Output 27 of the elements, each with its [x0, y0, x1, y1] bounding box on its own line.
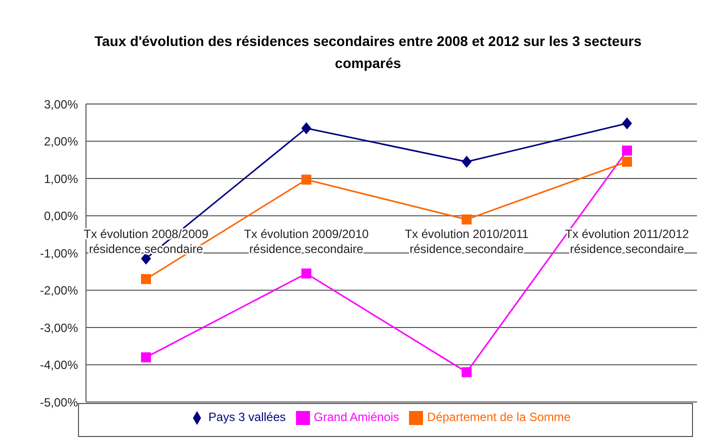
y-tick-label: 3,00%: [44, 97, 78, 112]
chart-title: Taux d'évolution des résidences secondaires entre 2008 et 2012 sur les 3 secteurs comparés: [93, 32, 642, 73]
legend-label: Pays 3 vallées: [208, 410, 286, 424]
y-tick-label: -4,00%: [40, 358, 78, 372]
x-tick-label: Tx évolution 2010/2011 résidence secondaire: [404, 226, 529, 256]
point: [462, 156, 472, 168]
legend-label: Grand Amiénois: [314, 410, 400, 424]
y-tick-label: 1,00%: [44, 172, 78, 186]
y-tick-label: -5,00%: [40, 395, 78, 410]
point: [301, 122, 312, 134]
y-tick-label: -1,00%: [40, 246, 78, 260]
x-tick-label: Tx évolution 2009/2010 résidence secondaire: [244, 226, 370, 256]
point: [301, 174, 312, 185]
y-tick-label: 0,00%: [44, 209, 78, 224]
point: [301, 268, 312, 278]
point: [462, 367, 472, 378]
y-tick-label: -2,00%: [40, 284, 78, 298]
point: [622, 117, 632, 130]
point: [141, 274, 151, 284]
point: [622, 146, 632, 156]
y-tick-label: 2,00%: [44, 134, 78, 149]
point: [141, 252, 151, 265]
y-tick-label: -3,00%: [40, 320, 78, 335]
point: [141, 352, 151, 362]
point: [622, 156, 632, 167]
point: [462, 214, 472, 224]
legend-label: Département de la Somme: [427, 410, 571, 424]
